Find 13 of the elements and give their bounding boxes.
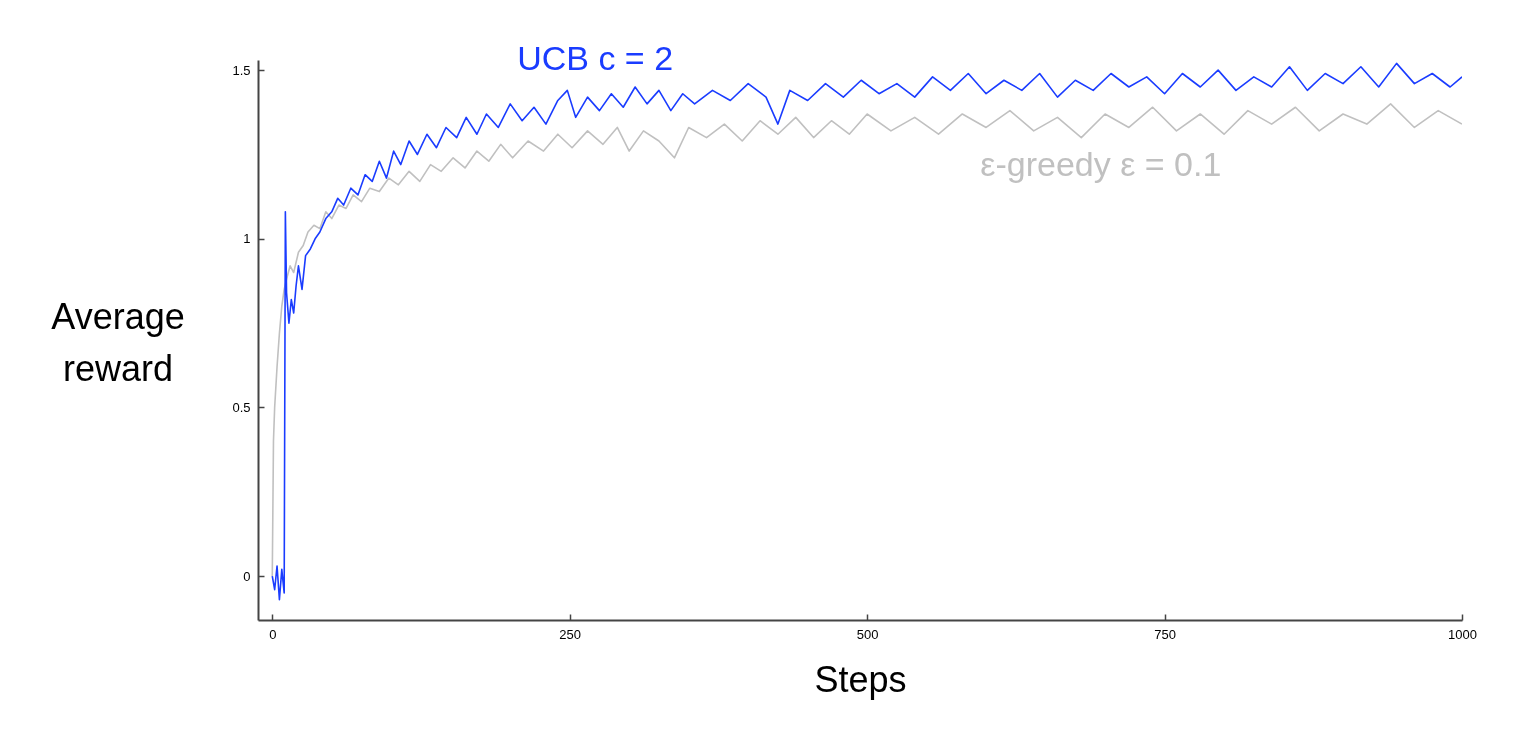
x-axis-title: Steps <box>814 658 907 700</box>
y-axis-title: Average reward <box>51 295 185 389</box>
y-tick-label: 0.5 <box>232 399 251 415</box>
y-tick-label: 1.5 <box>232 62 251 78</box>
series-label: ε-greedy ε = 0.1 <box>980 145 1222 184</box>
y-tick-label: 1 <box>243 231 251 247</box>
y-tick-label: 0 <box>243 568 251 584</box>
x-tick-label: 250 <box>559 626 582 642</box>
x-tick-label: 750 <box>1154 626 1176 642</box>
x-tick-label: 1000 <box>1448 626 1477 642</box>
x-tick-label: 0 <box>269 626 277 642</box>
series-label: UCB c = 2 <box>517 39 674 77</box>
x-tick-label: 500 <box>856 626 879 642</box>
